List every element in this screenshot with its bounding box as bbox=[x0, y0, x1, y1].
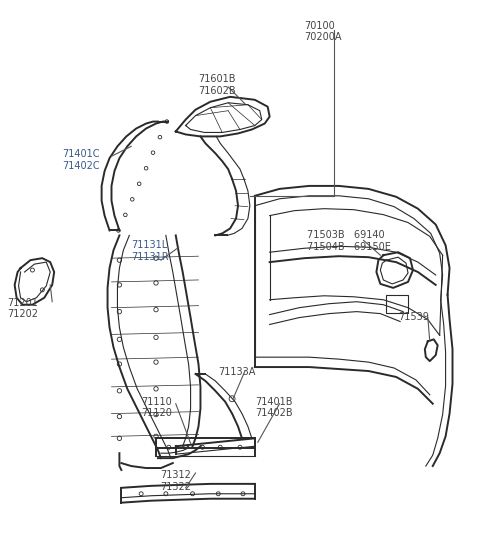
Text: 70100
70200A: 70100 70200A bbox=[304, 20, 342, 42]
Text: 71131L
71131R: 71131L 71131R bbox=[131, 240, 169, 262]
Text: 71312
71322: 71312 71322 bbox=[160, 470, 191, 492]
Text: 71133A: 71133A bbox=[218, 367, 256, 377]
Text: 71110
71120: 71110 71120 bbox=[141, 397, 172, 419]
Text: 71601B
71602B: 71601B 71602B bbox=[199, 74, 236, 96]
Text: 71201
71202: 71201 71202 bbox=[7, 298, 38, 320]
Text: 71539: 71539 bbox=[398, 312, 429, 322]
Bar bbox=[386, 295, 408, 312]
Text: 71401C
71402C: 71401C 71402C bbox=[62, 149, 100, 171]
Text: 71401B
71402B: 71401B 71402B bbox=[255, 397, 292, 419]
Text: 71503B   69140
71504B   69150E: 71503B 69140 71504B 69150E bbox=[307, 230, 391, 252]
